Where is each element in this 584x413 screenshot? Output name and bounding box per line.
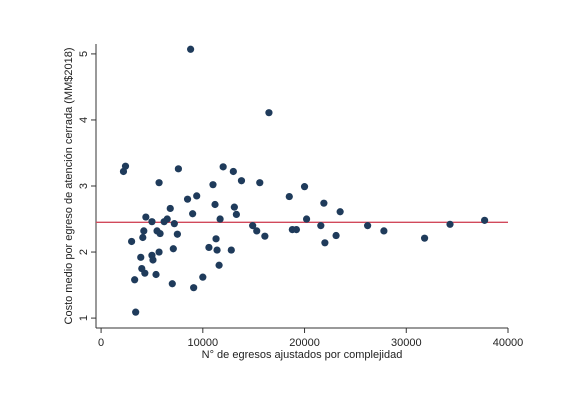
data-point xyxy=(230,203,238,211)
data-point xyxy=(420,234,429,242)
y-tick-label: 3 xyxy=(78,183,90,189)
data-point xyxy=(166,204,174,213)
data-point xyxy=(132,308,140,316)
data-point xyxy=(139,233,147,242)
data-point xyxy=(155,179,163,187)
data-point xyxy=(141,269,149,277)
x-tick-label: 10000 xyxy=(188,337,219,349)
data-point xyxy=(212,235,220,243)
data-point xyxy=(170,220,178,228)
data-point xyxy=(227,246,235,254)
data-point xyxy=(149,256,157,264)
data-point xyxy=(336,208,344,216)
data-point xyxy=(219,163,227,171)
data-point xyxy=(265,109,273,117)
data-point xyxy=(211,200,219,209)
data-point xyxy=(131,276,139,284)
data-point xyxy=(121,162,130,170)
data-point xyxy=(174,165,182,173)
data-point xyxy=(128,237,136,246)
data-point xyxy=(189,210,197,218)
x-tick-label: 0 xyxy=(98,337,104,349)
data-point xyxy=(364,222,372,230)
data-point xyxy=(156,229,164,238)
data-point xyxy=(285,192,293,201)
data-point xyxy=(215,261,223,269)
data-point xyxy=(232,210,240,218)
data-point xyxy=(142,213,150,221)
axes: 1 2 3 4 5 0 10000 20000 30000 40000 xyxy=(78,44,523,349)
data-point xyxy=(256,179,264,187)
data-point xyxy=(183,195,192,203)
data-point xyxy=(140,227,148,235)
data-point xyxy=(190,284,198,292)
data-point xyxy=(261,232,269,240)
data-point xyxy=(193,192,201,200)
x-axis-title: N° de egresos ajustados por complejidad xyxy=(202,349,403,361)
x-tick-label: 30000 xyxy=(391,337,422,349)
data-point xyxy=(163,215,171,223)
data-point xyxy=(237,177,246,185)
data-point xyxy=(199,273,207,281)
data-point xyxy=(187,45,195,53)
data-point xyxy=(168,280,176,288)
data-point xyxy=(229,167,237,176)
data-point xyxy=(320,199,328,207)
data-point xyxy=(380,227,388,235)
data-point xyxy=(446,220,454,228)
y-tick-label: 2 xyxy=(78,249,90,255)
data-point xyxy=(152,270,160,279)
x-tick-label: 20000 xyxy=(289,337,320,349)
data-point xyxy=(173,230,181,238)
data-point xyxy=(216,215,224,223)
data-points xyxy=(119,45,489,316)
data-point xyxy=(302,215,311,223)
data-point xyxy=(481,216,489,224)
data-point xyxy=(317,222,325,230)
data-point xyxy=(249,222,257,230)
data-point xyxy=(137,253,145,261)
x-tick-label: 40000 xyxy=(493,337,524,349)
data-point xyxy=(209,181,217,189)
y-tick-label: 4 xyxy=(78,117,90,123)
data-point xyxy=(321,239,329,247)
data-point xyxy=(253,227,261,235)
data-point xyxy=(292,225,301,234)
data-point xyxy=(213,246,221,254)
data-point xyxy=(169,245,177,253)
y-tick-label: 1 xyxy=(78,315,90,321)
data-point xyxy=(148,218,156,226)
data-point xyxy=(205,243,213,252)
data-point xyxy=(332,231,340,240)
data-point xyxy=(300,183,309,191)
y-tick-label: 5 xyxy=(78,51,90,57)
data-point xyxy=(155,248,163,256)
y-axis-title: Costo medio por egreso de atención cerra… xyxy=(63,48,75,325)
